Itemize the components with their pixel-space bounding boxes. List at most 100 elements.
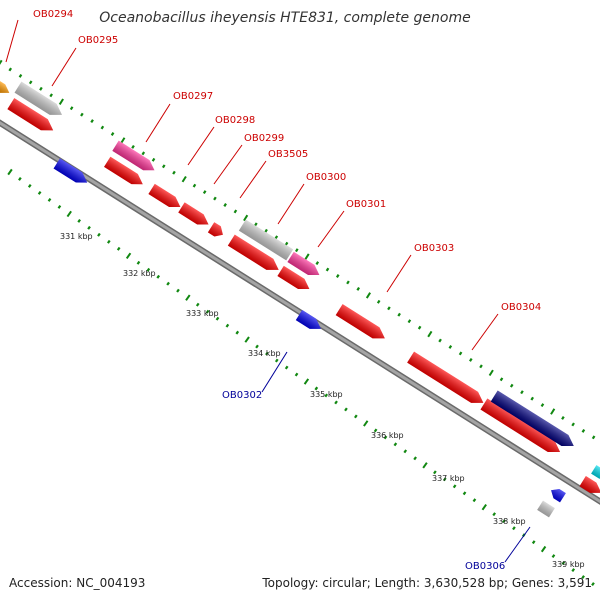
- minor-tick: [77, 218, 81, 223]
- minor-tick: [195, 302, 200, 307]
- minor-tick: [433, 470, 437, 475]
- gene-label-ob0294[interactable]: OB0294: [33, 9, 73, 20]
- gene-feature-shading: [551, 488, 566, 503]
- major-tick: [303, 378, 310, 385]
- minor-tick: [202, 190, 207, 195]
- minor-tick: [215, 316, 220, 321]
- minor-tick: [531, 540, 536, 545]
- minor-tick: [264, 228, 268, 233]
- minor-tick: [356, 286, 360, 291]
- major-tick: [125, 252, 132, 259]
- minor-tick: [284, 241, 289, 246]
- minor-tick: [166, 281, 170, 286]
- gene-label-ob0300[interactable]: OB0300: [306, 172, 346, 183]
- gene-label-ob0302[interactable]: OB0302: [222, 390, 262, 401]
- minor-tick: [438, 338, 442, 343]
- gene-feature-shading: [591, 465, 600, 479]
- gene-label-ob0303[interactable]: OB0303: [414, 243, 454, 254]
- minor-tick: [8, 67, 13, 72]
- minor-tick: [39, 86, 43, 91]
- minor-tick: [407, 319, 412, 324]
- feature-tracks: [0, 76, 600, 518]
- gene-label-ob0306[interactable]: OB0306: [465, 561, 505, 572]
- minor-tick: [141, 151, 146, 156]
- minor-tick: [37, 191, 42, 195]
- minor-tick: [151, 157, 156, 162]
- gene-feature-shading: [238, 219, 294, 261]
- leader-line: [277, 183, 305, 225]
- minor-tick: [591, 435, 596, 440]
- minor-tick: [403, 449, 408, 454]
- minor-tick: [383, 435, 388, 440]
- major-tick: [550, 408, 556, 415]
- leader-line: [213, 144, 243, 185]
- minor-tick: [254, 222, 258, 227]
- leader-line: [51, 47, 77, 87]
- gene-feature-shading: [490, 390, 574, 447]
- major-tick: [540, 545, 547, 553]
- label-leaders: [5, 19, 531, 563]
- gene-label-ob0295[interactable]: OB0295: [78, 35, 118, 46]
- gene-feature-shading: [579, 476, 600, 493]
- gene-label-ob0304[interactable]: OB0304: [501, 302, 541, 313]
- minor-tick: [344, 407, 348, 412]
- gene-label-ob0301[interactable]: OB0301: [346, 199, 386, 210]
- gene-feature-shading: [148, 183, 181, 208]
- minor-tick: [192, 183, 197, 188]
- minor-tick: [100, 125, 105, 130]
- minor-tick: [502, 519, 506, 524]
- major-tick: [7, 168, 13, 176]
- scale-label: 334 kbp: [248, 349, 281, 358]
- minor-tick: [116, 246, 121, 251]
- minor-tick: [110, 132, 115, 136]
- minor-tick: [561, 416, 565, 420]
- minor-tick: [49, 93, 53, 98]
- minor-tick: [346, 280, 350, 285]
- gene-feature-shading: [295, 309, 322, 329]
- major-tick: [243, 214, 249, 222]
- minor-tick: [334, 400, 338, 405]
- major-tick: [58, 98, 64, 105]
- gene-feature-shading: [207, 222, 223, 237]
- minor-tick: [492, 512, 496, 517]
- gene-feature-shading: [335, 304, 385, 339]
- scale-label: 339 kbp: [552, 560, 585, 569]
- major-tick: [185, 294, 191, 301]
- gene-feature-shading: [7, 98, 54, 131]
- minor-tick: [581, 575, 585, 580]
- major-tick: [66, 210, 72, 218]
- minor-tick: [47, 197, 52, 202]
- minor-tick: [591, 582, 595, 586]
- minor-tick: [274, 358, 279, 363]
- major-tick: [422, 462, 428, 469]
- gene-label-ob0298[interactable]: OB0298: [215, 115, 255, 126]
- minor-tick: [131, 144, 135, 149]
- major-tick: [120, 137, 126, 144]
- minor-tick: [442, 477, 447, 482]
- gene-label-ob0299[interactable]: OB0299: [244, 133, 284, 144]
- minor-tick: [509, 383, 514, 388]
- minor-tick: [136, 260, 141, 265]
- minor-tick: [499, 377, 504, 382]
- minor-tick: [452, 484, 457, 489]
- major-tick: [365, 292, 372, 299]
- leader-line: [145, 103, 171, 143]
- gene-feature-shading: [0, 76, 10, 93]
- minor-tick: [354, 414, 358, 419]
- gene-label-ob0297[interactable]: OB0297: [173, 91, 213, 102]
- gene-label-ob3505[interactable]: OB3505: [268, 149, 308, 160]
- leader-line: [261, 351, 288, 393]
- leader-line: [5, 19, 19, 63]
- minor-tick: [315, 261, 320, 266]
- accession-text: Accession: NC_004193: [9, 576, 145, 590]
- minor-tick: [295, 248, 299, 253]
- minor-tick: [90, 119, 94, 124]
- minor-tick: [373, 428, 378, 433]
- major-tick: [244, 336, 250, 343]
- gene-feature-shading: [53, 158, 88, 183]
- gene-feature-shading: [104, 156, 143, 185]
- minor-tick: [294, 372, 299, 377]
- minor-tick: [335, 274, 340, 278]
- minor-tick: [97, 232, 101, 237]
- minor-tick: [106, 239, 111, 244]
